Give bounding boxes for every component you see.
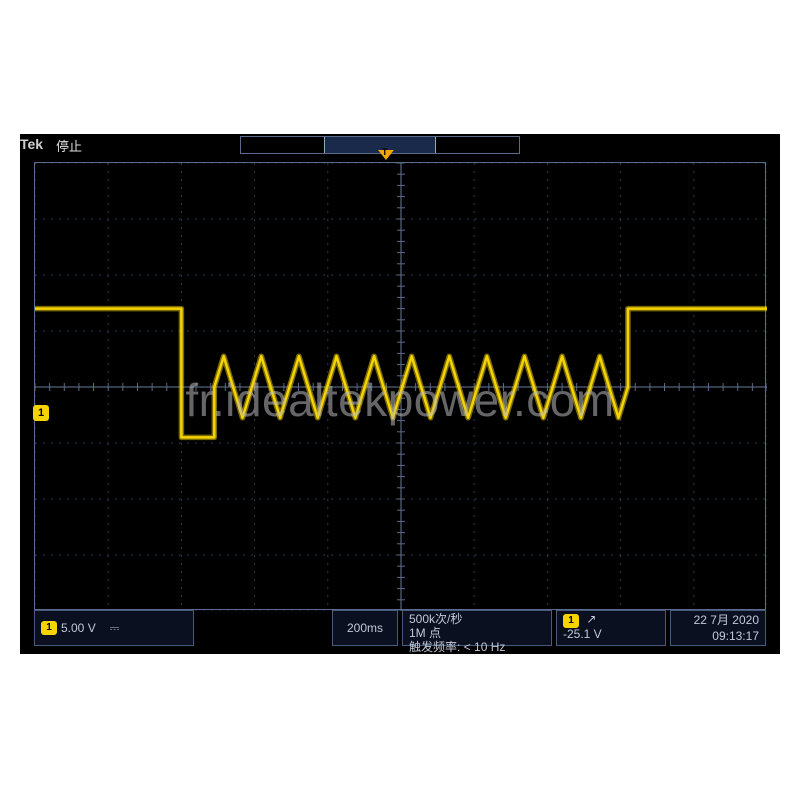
product-image-frame: Tek 停止 1 1 5.00 V ⎓ 200ms 500k次/秒 (14, 14, 786, 786)
acquisition-panel: 500k次/秒 1M 点 触发频率: < 10 Hz (402, 610, 552, 646)
plot-canvas (35, 163, 767, 611)
trigger-row: 1 ↗ (563, 613, 596, 628)
datetime-panel: 22 7月 2020 09:13:17 (670, 610, 766, 646)
channel-1-number: 1 (38, 407, 44, 419)
channel-1-scale: 5.00 V (61, 621, 96, 635)
waveform-plot: 1 (34, 162, 766, 610)
oscilloscope-screen: Tek 停止 1 1 5.00 V ⎓ 200ms 500k次/秒 (20, 134, 780, 654)
trigger-panel: 1 ↗ -25.1 V (556, 610, 666, 646)
time-label: 09:13:17 (712, 629, 759, 645)
scope-bottombar: 1 5.00 V ⎓ 200ms 500k次/秒 1M 点 触发频率: < 10… (34, 610, 766, 646)
sample-rate: 500k次/秒 (409, 613, 462, 627)
scope-topbar: Tek 停止 (20, 134, 780, 158)
run-status: 停止 (56, 136, 82, 155)
channel-1-chip: 1 (41, 621, 57, 635)
trigger-slope-icon: ↗ (586, 612, 596, 626)
channel-1-coupling-icon: ⎓ (110, 621, 120, 636)
trigger-freq-row: 触发频率: < 10 Hz (409, 641, 505, 655)
trigger-level: -25.1 V (563, 628, 602, 642)
brand-label: Tek (20, 136, 43, 152)
channel-1-ground-marker: 1 (33, 405, 49, 421)
timebase-panel: 200ms (332, 610, 398, 646)
date-label: 22 7月 2020 (694, 613, 759, 629)
record-length: 1M 点 (409, 627, 441, 641)
trigger-source-chip: 1 (563, 614, 579, 628)
channel-1-panel: 1 5.00 V ⎓ (34, 610, 194, 646)
time-per-div: 200ms (347, 621, 383, 635)
trigger-position-marker-icon (378, 150, 394, 160)
